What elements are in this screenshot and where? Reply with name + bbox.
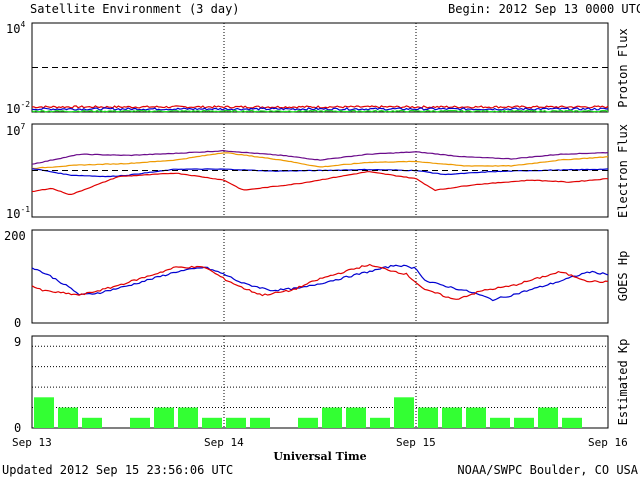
electron-series — [31, 149, 609, 195]
hp-panel-frame — [31, 229, 609, 324]
proton-ylabel: Proton Flux — [616, 28, 630, 107]
kp-gridlines — [32, 345, 608, 409]
hp-series — [31, 263, 609, 302]
kp-bars — [34, 397, 582, 428]
kp-bar — [562, 417, 582, 428]
kp-bar — [466, 407, 486, 428]
kp-bar — [82, 417, 102, 428]
kp-ytick-top: 9 — [14, 335, 21, 349]
kp-bar — [346, 407, 366, 428]
series-blue-line — [31, 264, 609, 302]
kp-bar — [130, 417, 150, 428]
kp-bar — [322, 407, 342, 428]
hp-ytick-top: 200 — [4, 229, 26, 243]
xtick-sep14: Sep 14 — [204, 436, 244, 449]
proton-panel-frame — [31, 22, 609, 113]
xtick-sep13: Sep 13 — [12, 436, 52, 449]
kp-ytick-bottom: 0 — [14, 421, 21, 435]
kp-bar — [418, 407, 438, 428]
kp-bar — [178, 407, 198, 428]
kp-bar — [370, 417, 390, 428]
kp-bar — [442, 407, 462, 428]
kp-bar — [226, 417, 246, 428]
xaxis-label: Universal Time — [273, 450, 366, 463]
credit-text: NOAA/SWPC Boulder, CO USA — [457, 463, 638, 477]
threshold-lines — [32, 67, 608, 171]
series-red-line — [31, 263, 609, 300]
xtick-sep16: Sep 16 — [588, 436, 628, 449]
kp-bar — [538, 407, 558, 428]
kp-bar — [58, 407, 78, 428]
kp-panel-frame — [31, 335, 609, 429]
series-orange-line — [31, 152, 609, 170]
series-blue-line — [31, 107, 609, 111]
kp-bar — [490, 417, 510, 428]
series-red-line — [31, 105, 609, 109]
kp-bar — [394, 397, 414, 428]
proton-ytick-top: 104 — [6, 20, 25, 36]
kp-bar — [154, 407, 174, 428]
proton-series — [31, 105, 609, 113]
electron-ytick-top: 107 — [6, 122, 25, 138]
kp-ylabel: Estimated Kp — [616, 339, 630, 426]
hp-ytick-bottom: 0 — [14, 316, 21, 330]
kp-bar — [34, 397, 54, 428]
series-blue-line — [31, 168, 609, 178]
kp-bar — [250, 417, 270, 428]
proton-ytick-bottom: 10-2 — [6, 100, 30, 116]
kp-bar — [202, 417, 222, 428]
hp-ylabel: GOES Hp — [616, 251, 630, 302]
series-purple-line — [31, 149, 609, 165]
updated-timestamp: Updated 2012 Sep 15 23:56:06 UTC — [2, 463, 233, 477]
xtick-sep15: Sep 15 — [396, 436, 436, 449]
kp-bar — [298, 417, 318, 428]
series-red-line — [31, 171, 608, 195]
kp-bar — [514, 417, 534, 428]
series-green-line — [31, 109, 609, 113]
begin-time: Begin: 2012 Sep 13 0000 UTC — [448, 2, 640, 16]
plot-title: Satellite Environment (3 day) — [30, 2, 240, 16]
electron-ylabel: Electron Flux — [616, 124, 630, 218]
electron-ytick-bottom: 10-1 — [6, 205, 30, 221]
